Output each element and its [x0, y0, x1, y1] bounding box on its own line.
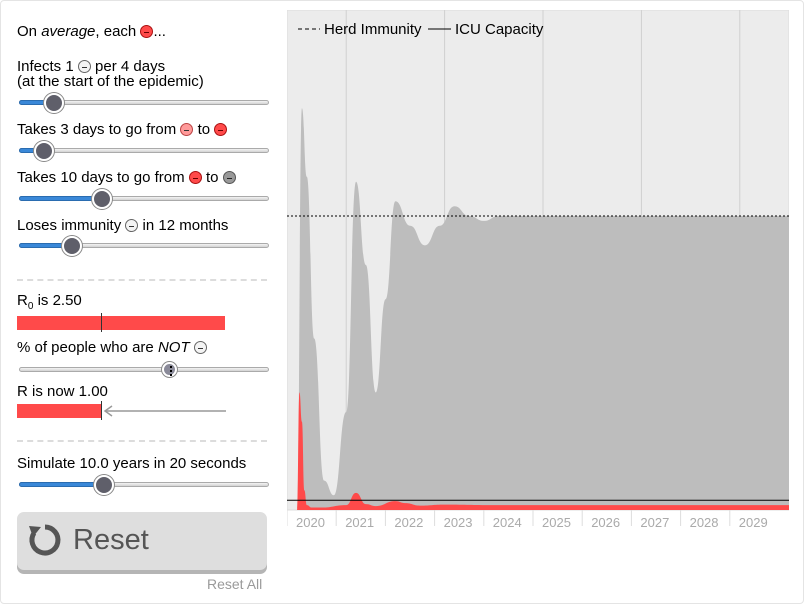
- exposed-face-icon: [180, 123, 194, 136]
- recovered-area: [297, 108, 789, 510]
- simulation-speed-slider[interactable]: [19, 475, 269, 497]
- section-divider: [17, 440, 267, 442]
- reset-button[interactable]: Reset: [17, 512, 267, 570]
- reset-button-label: Reset: [73, 524, 149, 556]
- exposed-duration-slider[interactable]: [19, 141, 269, 163]
- infects-note: (at the start of the epidemic): [17, 73, 204, 90]
- exposed-duration-label: Takes 3 days to go from to: [17, 122, 228, 138]
- immunity-duration-label: Loses immunity in 12 months: [17, 217, 229, 234]
- x-axis-tick-label: 2026: [591, 515, 620, 527]
- x-axis-tick-label: 2027: [640, 515, 669, 527]
- sick-face-icon: [214, 123, 228, 136]
- reset-all-link[interactable]: Reset All: [207, 576, 263, 592]
- reset-arrow-icon: [29, 524, 61, 556]
- epidemic-chart: Herd Immunity ICU Capacity 2020 2021 2022 202…: [287, 10, 789, 527]
- legend-herd-immunity: Herd Immunity: [324, 21, 422, 38]
- healthy-face-icon: [77, 60, 91, 73]
- r-now-marker: [101, 401, 102, 420]
- slider-thumb[interactable]: [44, 93, 64, 113]
- x-axis-tick-label: 2025: [542, 515, 571, 527]
- r0-threshold-marker: [101, 313, 102, 332]
- healthy-face-icon: [125, 219, 139, 232]
- legend-icu-capacity: ICU Capacity: [455, 21, 544, 38]
- x-axis-tick-label: 2024: [493, 515, 522, 527]
- not-immune-label: % of people who are NOT: [17, 340, 207, 356]
- infects-label: Infects 1 per 4 days: [17, 58, 166, 75]
- immunity-duration-slider[interactable]: [19, 236, 269, 258]
- r-now-label: R is now 1.00: [17, 383, 108, 400]
- intro-text: On average, each ...: [17, 23, 166, 40]
- r0-label: R0 is 2.50: [17, 292, 82, 313]
- sick-face-icon: [140, 25, 154, 38]
- x-axis-tick-label: 2020: [296, 515, 325, 527]
- slider-thumb[interactable]: [92, 189, 112, 209]
- infection-rate-slider[interactable]: [19, 93, 269, 115]
- slider-thumb[interactable]: [62, 236, 82, 256]
- slider-thumb[interactable]: [94, 475, 114, 495]
- r-now-bar: [17, 404, 101, 418]
- infectious-duration-label: Takes 10 days to go from to: [17, 170, 236, 186]
- recovered-face-icon: [222, 171, 236, 184]
- slider-thumb[interactable]: [34, 141, 54, 161]
- not-immune-slider[interactable]: [19, 360, 269, 382]
- slider-thumb[interactable]: [162, 362, 177, 377]
- x-axis-tick-label: 2023: [444, 515, 473, 527]
- simulate-label: Simulate 10.0 years in 20 seconds: [17, 455, 247, 472]
- x-axis-tick-label: 2028: [690, 515, 719, 527]
- r-change-arrow-icon: [103, 405, 226, 417]
- r0-bar: [17, 316, 225, 330]
- sick-face-icon: [188, 171, 202, 184]
- section-divider: [17, 279, 267, 281]
- x-axis-tick-label: 2021: [345, 515, 374, 527]
- healthy-face-icon: [193, 341, 207, 354]
- x-axis-tick-label: 2029: [739, 515, 768, 527]
- control-panel: On average, each ... Infects 1 per 4 day…: [0, 0, 280, 604]
- x-axis-tick-label: 2022: [394, 515, 423, 527]
- infectious-duration-slider[interactable]: [19, 189, 269, 211]
